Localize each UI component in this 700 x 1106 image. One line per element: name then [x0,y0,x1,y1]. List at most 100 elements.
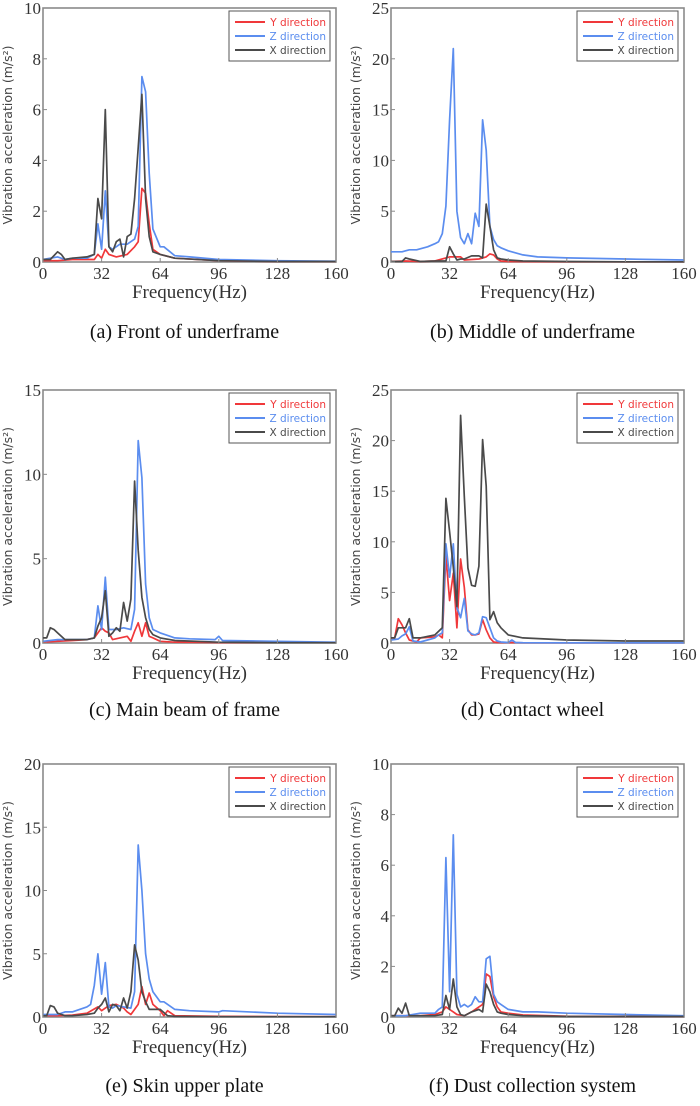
legend: Y direction Z direction X direction [228,10,331,62]
y-axis-label: Vibration acceleration (m/s²) [348,45,363,224]
y-tick-label: 0 [381,253,390,272]
series-line-x-direction [43,93,336,263]
y-tick-label: 2 [381,957,390,976]
x-tick-label: 64 [152,645,170,664]
y-tick-label: 10 [24,0,41,18]
y-tick-label: 25 [372,0,389,18]
series-line-z-direction [391,47,685,261]
x-axis-label: Frequency(Hz) [132,1037,247,1058]
x-tick-label: 160 [671,264,697,283]
chart-panel-f: 0 32 64 96 128 160 0 2 4 6 8 10 Frequency(Hz) Vibrati… [348,755,697,1097]
y-tick-label: 0 [33,634,42,653]
legend-label: Y direction [617,17,674,29]
series-line-x-direction [391,414,684,642]
x-tick-label: 160 [323,1019,349,1038]
series-line-z-direction [391,833,685,1017]
legend-label: Z direction [269,787,326,799]
y-tick-label: 20 [372,50,389,69]
y-tick-label: 20 [372,432,389,451]
y-axis-label: Vibration acceleration (m/s²) [0,427,15,606]
y-tick-label: 15 [372,101,389,120]
x-tick-label: 32 [93,1019,110,1038]
x-tick-label: 96 [558,1019,575,1038]
y-tick-label: 15 [372,482,389,501]
x-tick-label: 96 [210,645,227,664]
legend: Y direction Z direction X direction [576,766,679,818]
x-axis-label: Frequency(Hz) [480,1037,595,1058]
x-tick-label: 160 [671,645,697,664]
y-tick-label: 4 [381,907,390,926]
y-axis-label: Vibration acceleration (m/s²) [0,801,15,980]
x-axis-label: Frequency(Hz) [132,282,247,303]
x-tick-label: 0 [39,1019,48,1038]
series-line-y-direction [391,555,684,644]
x-tick-label: 160 [323,264,349,283]
legend: Y direction Z direction X direction [228,766,331,818]
legend-label: Z direction [617,413,674,425]
x-axis-label: Frequency(Hz) [132,663,247,684]
x-tick-label: 32 [441,645,458,664]
legend-label: X direction [617,45,674,57]
x-tick-label: 0 [39,645,48,664]
y-axis-label: Vibration acceleration (m/s²) [348,801,363,980]
y-tick-label: 15 [24,818,41,837]
legend-label: Y direction [617,399,674,411]
chart-panel-b: 0 32 64 96 128 160 0 5 10 15 20 25 Frequency(Hz) Vibr… [348,0,697,343]
y-tick-label: 2 [33,202,42,221]
x-tick-label: 160 [323,645,349,664]
x-tick-label: 64 [500,1019,518,1038]
series-line-y-direction [43,985,337,1018]
y-tick-label: 10 [372,533,389,552]
series-line-x-direction [391,978,684,1018]
series-line-x-direction [43,480,336,644]
x-tick-label: 32 [441,264,458,283]
legend-label: Y direction [269,773,326,785]
x-tick-label: 128 [265,264,291,283]
y-tick-label: 25 [372,381,389,400]
y-tick-label: 5 [381,202,390,221]
legend-label: X direction [269,801,326,813]
legend-label: Y direction [617,773,674,785]
y-tick-label: 8 [33,50,42,69]
x-tick-label: 64 [152,1019,170,1038]
x-tick-label: 96 [210,264,227,283]
x-tick-label: 128 [265,645,291,664]
x-tick-label: 0 [387,264,396,283]
legend-label: X direction [269,427,326,439]
x-tick-label: 32 [93,264,110,283]
y-tick-label: 5 [381,583,390,602]
x-axis-label: Frequency(Hz) [480,663,595,684]
y-axis-label: Vibration acceleration (m/s²) [348,427,363,606]
y-tick-label: 0 [33,1008,42,1027]
y-axis-label: Vibration acceleration (m/s²) [0,45,15,224]
chart-panel-e: 0 32 64 96 128 160 0 5 10 15 20 Frequency(Hz) Vibrat… [0,755,349,1097]
legend-label: Z direction [617,787,674,799]
y-tick-label: 8 [381,806,390,825]
y-tick-label: 10 [372,755,389,774]
y-tick-label: 0 [33,253,42,272]
series-line-x-direction [43,944,336,1018]
x-axis-label: Frequency(Hz) [480,282,595,303]
x-tick-label: 96 [558,645,575,664]
chart-panel-a: 0 32 64 96 128 160 0 2 4 6 8 10 Frequency(Hz) Vibrati… [0,0,349,343]
legend-label: Z direction [617,31,674,43]
x-tick-label: 128 [613,1019,639,1038]
x-tick-label: 128 [613,264,639,283]
series-line-z-direction [42,75,337,263]
legend: Y direction Z direction X direction [576,392,679,444]
chart-panel-c: 0 32 64 96 128 160 0 5 10 15 Frequency(Hz) Vibratio… [0,381,349,721]
y-tick-label: 0 [381,634,390,653]
x-tick-label: 128 [265,1019,291,1038]
x-tick-label: 128 [613,645,639,664]
x-tick-label: 160 [671,1019,697,1038]
y-tick-label: 10 [372,151,389,170]
x-tick-label: 64 [500,264,518,283]
y-tick-label: 5 [33,945,42,964]
legend-label: Z direction [269,31,326,43]
y-tick-label: 6 [381,856,390,875]
y-tick-label: 20 [24,755,41,774]
x-tick-label: 64 [500,645,518,664]
subfigure-caption: (b) Middle of underframe [430,321,635,343]
y-tick-label: 4 [33,151,42,170]
subfigure-caption: (e) Skin upper plate [105,1075,263,1097]
